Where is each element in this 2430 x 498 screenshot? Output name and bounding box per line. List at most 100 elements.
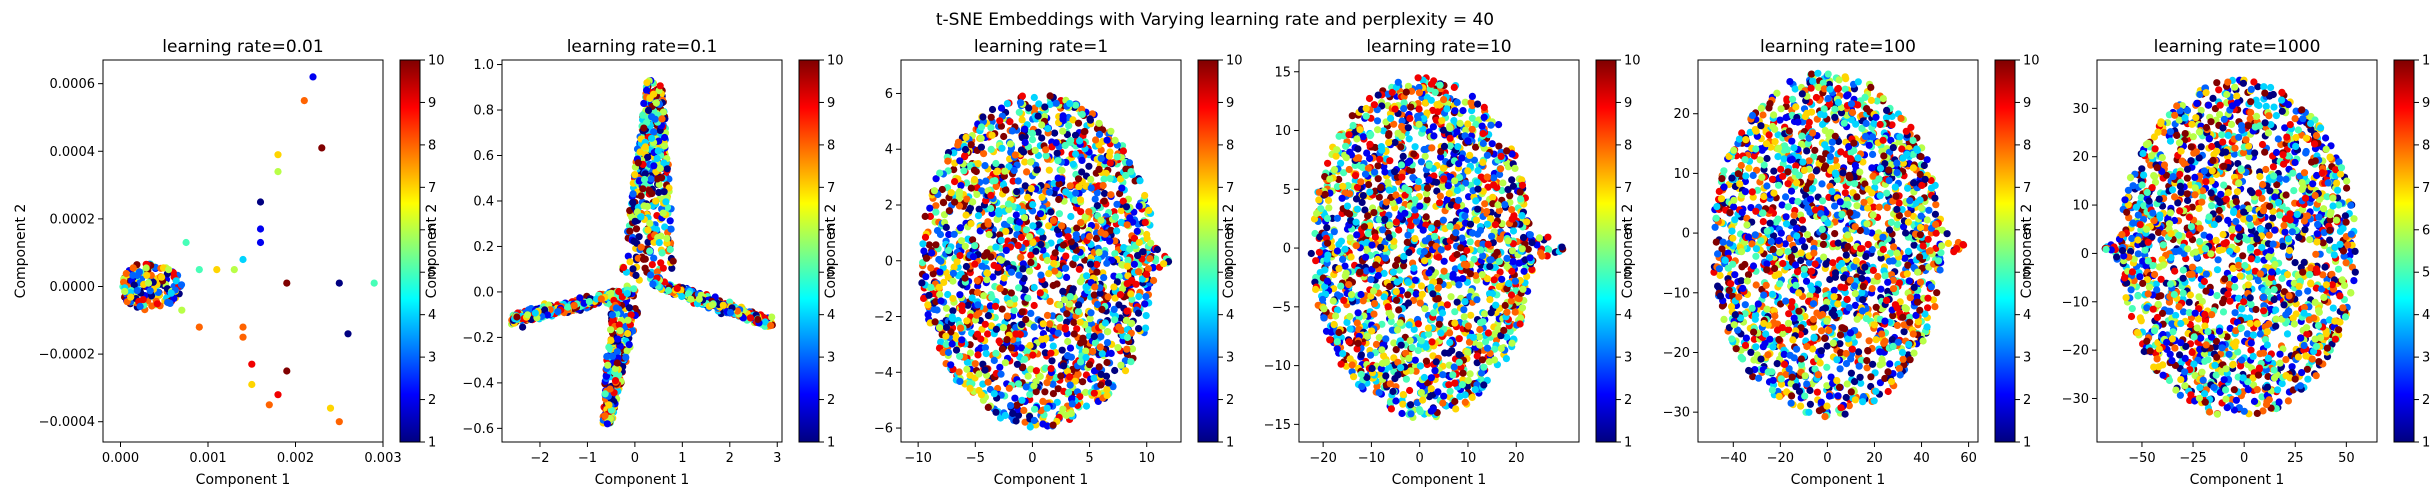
scatter-point xyxy=(1123,345,1131,353)
scatter-point xyxy=(1400,262,1408,270)
scatter-point xyxy=(947,328,955,336)
scatter-point xyxy=(930,187,939,195)
y-tick-label: −4 xyxy=(874,366,893,381)
scatter-point xyxy=(1063,310,1071,318)
scatter-point xyxy=(1056,301,1064,309)
scatter-point xyxy=(1414,346,1422,355)
scatter-point xyxy=(1067,409,1075,418)
scatter-point xyxy=(1467,311,1475,319)
scatter-point xyxy=(1118,285,1126,293)
subplot-title: learning rate=0.1 xyxy=(567,37,718,57)
scatter-point xyxy=(945,230,953,239)
scatter-point xyxy=(1466,238,1474,246)
scatter-point xyxy=(1064,352,1072,360)
scatter-point xyxy=(656,82,664,90)
scatter-point xyxy=(1039,420,1047,428)
scatter-point xyxy=(1087,309,1095,317)
axes-frame xyxy=(102,59,384,443)
scatter-point xyxy=(585,298,594,306)
scatter-point xyxy=(1063,318,1071,326)
figure-title: t-SNE Embeddings with Varying learning r… xyxy=(936,10,1494,30)
scatter-point xyxy=(1049,421,1057,429)
scatter-point xyxy=(1145,206,1153,214)
scatter-point xyxy=(640,255,648,263)
scatter-point xyxy=(1064,227,1072,235)
scatter-point xyxy=(644,238,652,246)
y-tick-label: 0.4 xyxy=(473,194,494,209)
scatter-point xyxy=(996,363,1004,371)
scatter-point xyxy=(1417,158,1425,166)
scatter-point xyxy=(659,108,668,116)
scatter-point xyxy=(1052,139,1060,147)
scatter-point xyxy=(648,134,656,142)
scatter-point xyxy=(300,97,308,105)
scatter-point xyxy=(988,293,996,301)
scatter-point xyxy=(992,182,1000,191)
scatter-point xyxy=(962,211,970,219)
y-tick-label: 0.0 xyxy=(473,285,494,300)
scatter-point xyxy=(937,338,945,346)
scatter-point xyxy=(1041,364,1050,372)
x-tick-label: −2 xyxy=(530,451,549,466)
scatter-point xyxy=(991,177,999,185)
scatter-point xyxy=(1066,373,1074,381)
scatter-point xyxy=(1042,152,1050,160)
scatter-point xyxy=(961,274,969,282)
scatter-point xyxy=(1082,388,1090,396)
y-axis-label: Component 2 xyxy=(13,204,29,299)
scatter-point xyxy=(543,311,552,319)
scatter-point xyxy=(1039,246,1047,254)
scatter-point xyxy=(1074,307,1082,315)
scatter-point xyxy=(1132,280,1140,288)
scatter-point xyxy=(1113,227,1121,235)
scatter-point xyxy=(1392,261,1400,270)
scatter-point xyxy=(921,233,930,241)
scatter-point xyxy=(1029,222,1037,230)
scatter-point xyxy=(947,189,955,197)
scatter-point xyxy=(1135,293,1143,301)
scatter-point xyxy=(239,333,247,341)
scatter-point xyxy=(1086,115,1094,123)
scatter-point xyxy=(1021,125,1029,133)
scatter-point xyxy=(1089,347,1097,356)
scatter-point xyxy=(1026,390,1034,398)
scatter-point xyxy=(1020,406,1028,414)
scatter-point xyxy=(1379,127,1388,135)
scatter-point xyxy=(988,105,997,114)
scatter-point xyxy=(1034,112,1042,120)
scatter-point xyxy=(1327,328,1335,336)
scatter-point xyxy=(1010,306,1018,314)
scatter-point xyxy=(1114,344,1122,352)
scatter-point xyxy=(1027,365,1035,373)
scatter-point xyxy=(643,79,651,87)
scatter-point xyxy=(1361,206,1369,214)
scatter-point xyxy=(1122,203,1131,211)
colorbar-tick-label: 9 xyxy=(827,96,835,111)
scatter-point xyxy=(1333,306,1342,314)
scatter-point xyxy=(1404,299,1413,307)
scatter-point xyxy=(1058,222,1066,230)
scatter-point xyxy=(1123,333,1131,342)
scatter-point xyxy=(630,285,638,293)
scatter-point xyxy=(1473,359,1481,367)
scatter-point xyxy=(641,170,650,178)
subplot-title: learning rate=0.01 xyxy=(162,37,323,57)
scatter-point xyxy=(1116,175,1125,183)
scatter-point xyxy=(1095,248,1103,256)
scatter-point xyxy=(513,313,521,321)
scatter-point xyxy=(956,157,964,165)
scatter-point xyxy=(1001,411,1009,420)
subplot-1: learning rate=0.010.000 0.001 0.002 0.003−0… xyxy=(13,37,445,488)
scatter-point xyxy=(1136,177,1144,185)
scatter-point xyxy=(607,326,615,334)
scatter-point xyxy=(1093,260,1101,269)
y-tick-label: 0.0004 xyxy=(50,145,96,160)
scatter-point xyxy=(1054,385,1062,393)
scatter-point xyxy=(1353,231,1361,239)
y-axis-label: Component 2 xyxy=(424,204,440,299)
scatter-point xyxy=(1375,334,1383,342)
scatter-point xyxy=(980,150,988,158)
scatter-point xyxy=(936,268,944,276)
